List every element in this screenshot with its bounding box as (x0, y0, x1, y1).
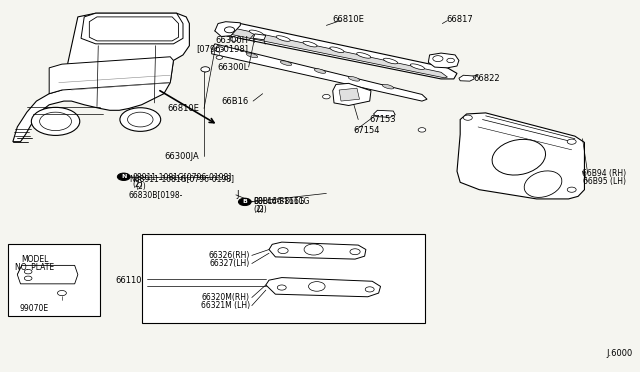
Circle shape (239, 198, 251, 206)
Circle shape (127, 112, 153, 127)
Circle shape (215, 47, 224, 52)
Circle shape (201, 67, 210, 72)
Text: B08L46-8161G: B08L46-8161G (253, 198, 310, 206)
Bar (141, 234, 425, 323)
Text: (2): (2) (132, 180, 143, 189)
Circle shape (418, 128, 426, 132)
Polygon shape (225, 27, 447, 78)
Ellipse shape (356, 52, 371, 58)
Circle shape (31, 108, 80, 135)
Text: B: B (243, 199, 247, 204)
Ellipse shape (249, 30, 264, 36)
Polygon shape (212, 44, 427, 101)
Circle shape (117, 173, 130, 180)
Circle shape (230, 37, 238, 41)
Ellipse shape (330, 47, 344, 52)
Text: 66320M(RH): 66320M(RH) (202, 293, 250, 302)
Text: 67154: 67154 (353, 126, 380, 135)
Circle shape (216, 56, 223, 60)
Ellipse shape (524, 171, 562, 198)
Circle shape (350, 249, 360, 255)
Polygon shape (49, 57, 173, 94)
Ellipse shape (303, 41, 317, 47)
Text: N: N (121, 174, 127, 179)
Circle shape (24, 269, 32, 274)
Text: J: J (236, 190, 238, 199)
Text: 66327(LH): 66327(LH) (210, 259, 250, 268)
Circle shape (58, 291, 67, 296)
Polygon shape (253, 34, 266, 40)
Text: 66321M (LH): 66321M (LH) (201, 301, 250, 310)
Circle shape (120, 108, 161, 131)
Polygon shape (428, 53, 459, 68)
Circle shape (323, 94, 330, 99)
Polygon shape (339, 88, 360, 101)
Text: 08L46-8161G: 08L46-8161G (253, 198, 305, 206)
Circle shape (225, 27, 235, 33)
Text: 66326(RH): 66326(RH) (209, 251, 250, 260)
Text: 66822: 66822 (473, 74, 500, 83)
Polygon shape (17, 265, 78, 284)
Polygon shape (215, 23, 457, 79)
Text: 66830B[0198-: 66830B[0198- (129, 190, 183, 199)
Polygon shape (215, 22, 241, 36)
Text: 66B95 (LH): 66B95 (LH) (583, 177, 626, 186)
Circle shape (463, 115, 472, 120)
Ellipse shape (348, 77, 360, 81)
Circle shape (365, 287, 374, 292)
Polygon shape (90, 17, 179, 41)
Ellipse shape (246, 53, 258, 58)
Polygon shape (374, 110, 395, 117)
Text: (2): (2) (256, 205, 267, 215)
Ellipse shape (382, 84, 394, 89)
Text: NO. PLATE: NO. PLATE (15, 263, 54, 272)
Text: (2): (2) (135, 182, 146, 191)
Ellipse shape (276, 36, 291, 41)
Circle shape (433, 56, 443, 62)
Text: 66B94 (RH): 66B94 (RH) (582, 169, 626, 177)
Text: 66300L: 66300L (218, 62, 248, 72)
Text: (2): (2) (253, 205, 264, 215)
Polygon shape (333, 83, 371, 106)
Circle shape (40, 112, 72, 131)
Circle shape (447, 58, 454, 62)
Circle shape (304, 244, 323, 255)
Bar (8, 244, 100, 316)
Polygon shape (457, 113, 584, 199)
Ellipse shape (314, 69, 326, 73)
Text: J.6000: J.6000 (606, 350, 632, 359)
Circle shape (308, 282, 325, 291)
Polygon shape (459, 75, 474, 81)
Ellipse shape (410, 64, 424, 70)
Text: 66110: 66110 (115, 276, 141, 285)
Text: 66300H: 66300H (216, 36, 248, 45)
Text: 66810E: 66810E (167, 104, 199, 113)
Text: 67153: 67153 (369, 115, 396, 124)
Polygon shape (81, 13, 183, 44)
Circle shape (567, 139, 576, 144)
Circle shape (278, 248, 288, 254)
Ellipse shape (383, 58, 397, 64)
Text: 66817: 66817 (447, 15, 474, 24)
Text: 08911-1081G[0796-0198]: 08911-1081G[0796-0198] (132, 172, 231, 181)
Text: MODEL: MODEL (21, 255, 48, 264)
Ellipse shape (280, 61, 292, 65)
Text: 66300JA: 66300JA (164, 152, 199, 161)
Text: 66B16: 66B16 (221, 97, 248, 106)
Polygon shape (266, 278, 381, 297)
Text: [0796-0198]: [0796-0198] (196, 44, 248, 53)
Circle shape (24, 276, 32, 280)
Circle shape (567, 187, 576, 192)
Circle shape (277, 285, 286, 290)
Ellipse shape (492, 140, 545, 175)
Text: 66810E: 66810E (333, 15, 365, 24)
Text: 99070E: 99070E (20, 304, 49, 313)
Polygon shape (269, 242, 366, 259)
Text: N08911-1081G[0796-0198]: N08911-1081G[0796-0198] (129, 174, 234, 183)
Polygon shape (13, 13, 189, 142)
